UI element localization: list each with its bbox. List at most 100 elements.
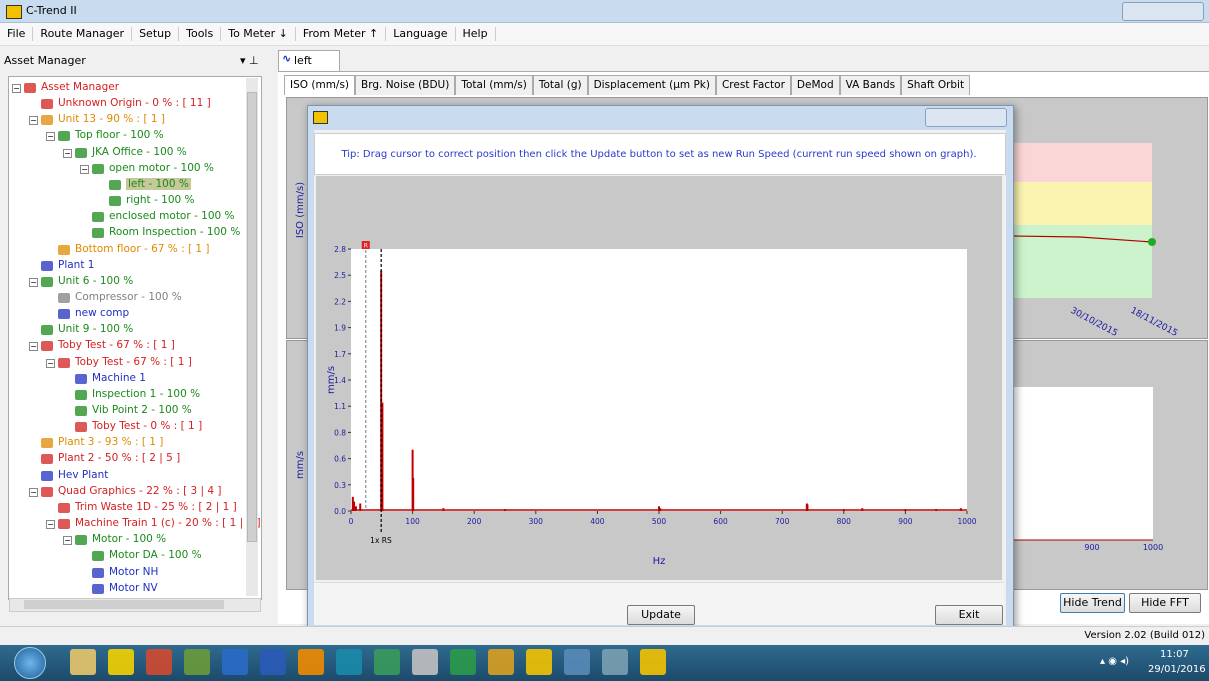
expander[interactable]: −: [46, 520, 55, 530]
menu-item[interactable]: Help: [456, 27, 496, 41]
taskbar-app[interactable]: [260, 649, 286, 675]
tree-node[interactable]: Quad Graphics - 22 % : [ 3 | 4 ]: [58, 484, 222, 497]
taskbar-app[interactable]: [222, 649, 248, 675]
taskbar-app[interactable]: [298, 649, 324, 675]
taskbar-app[interactable]: [70, 649, 96, 675]
menu-item[interactable]: Route Manager: [33, 27, 133, 41]
dialog-tip-box: [314, 133, 1006, 175]
taskbar-app[interactable]: [108, 649, 134, 675]
expander[interactable]: −: [63, 536, 72, 546]
hide-fft-button[interactable]: Hide FFT: [1129, 593, 1201, 613]
tree-node[interactable]: Bottom floor - 67 % : [ 1 ]: [75, 242, 210, 255]
menu-item[interactable]: File: [0, 27, 34, 41]
menu-item[interactable]: Setup: [132, 27, 180, 41]
tree-node[interactable]: Plant 2 - 50 % : [ 2 | 5 ]: [58, 452, 181, 465]
start-button[interactable]: [14, 647, 46, 679]
taskbar-app[interactable]: [412, 649, 438, 675]
tree-node[interactable]: Unit 13 - 90 % : [ 1 ]: [58, 113, 165, 126]
tree-node[interactable]: Compressor - 100 %: [75, 290, 182, 303]
measurement-tab[interactable]: VA Bands: [839, 75, 902, 95]
tree-node[interactable]: Machine 1: [92, 371, 146, 384]
tree-node[interactable]: Toby Test - 0 % : [ 1 ]: [92, 420, 203, 433]
document-tab[interactable]: [278, 50, 340, 71]
tree-node[interactable]: Motor DA - 100 %: [109, 549, 202, 562]
tree-node[interactable]: right - 100 %: [126, 194, 195, 207]
expander[interactable]: −: [46, 132, 55, 142]
expander[interactable]: −: [29, 116, 38, 126]
tree-node[interactable]: Hev Plant: [58, 468, 109, 481]
expander[interactable]: −: [63, 148, 72, 158]
measurement-tab[interactable]: DeMod: [790, 75, 840, 95]
expander[interactable]: −: [46, 358, 55, 368]
spectrum-chart: 0.0 0.3 0.6 0.8 1.1 1.4 1.7 1.9 2.2 2.5 2.8 0 100 200…: [316, 176, 1002, 580]
tree-node[interactable]: Inspection 1 - 100 %: [92, 387, 201, 400]
measurement-tab[interactable]: Total (mm/s): [455, 75, 533, 95]
menu-item[interactable]: Tools: [179, 27, 222, 41]
taskbar-app[interactable]: [336, 649, 362, 675]
taskbar-app[interactable]: [374, 649, 400, 675]
tree-node[interactable]: new comp: [75, 307, 130, 320]
node-icon: [58, 244, 70, 255]
tree-node[interactable]: Top floor - 100 %: [75, 129, 164, 142]
tree-node[interactable]: Toby Test - 67 % : [ 1 ]: [58, 339, 175, 352]
dialog-controls[interactable]: [925, 108, 1007, 127]
window-controls[interactable]: [1122, 2, 1204, 21]
tree-node[interactable]: Room Inspection - 100 %: [109, 226, 241, 239]
tree-node[interactable]: JKA Office - 100 %: [92, 145, 187, 158]
tree-scrollbar[interactable]: [246, 78, 258, 596]
x-tick-label: 400: [590, 517, 605, 526]
status-bar: [0, 626, 1209, 646]
measurement-tab[interactable]: Brg. Noise (BDU): [355, 75, 456, 95]
tree-node[interactable]: Unknown Origin - 0 % : [ 11 ]: [58, 97, 211, 110]
expander[interactable]: −: [80, 164, 89, 174]
node-icon: [41, 486, 53, 497]
tree-node[interactable]: Motor NH: [109, 565, 159, 578]
expander[interactable]: −: [29, 342, 38, 352]
tree-node[interactable]: left - 100 %: [126, 177, 191, 190]
node-icon: [109, 196, 121, 207]
taskbar-time: 11:07: [1160, 649, 1189, 660]
taskbar-app[interactable]: [146, 649, 172, 675]
taskbar-app[interactable]: [450, 649, 476, 675]
y-tick-label: 0.3: [334, 481, 346, 490]
tree-node[interactable]: Trim Waste 1D - 25 % : [ 2 | 1 ]: [75, 500, 237, 513]
tree-node[interactable]: Motor NV: [109, 581, 158, 594]
menu-item[interactable]: Language: [386, 27, 456, 41]
measurement-tab[interactable]: Displacement (µm Pk): [587, 75, 716, 95]
tree-hscroll[interactable]: [9, 598, 261, 612]
taskbar-app[interactable]: [488, 649, 514, 675]
tree-node[interactable]: Machine Train 1 (c) - 20 % : [ 1 | 3 ]: [75, 517, 261, 530]
tree-node[interactable]: Vib Point 2 - 100 %: [92, 404, 192, 416]
measurement-tab[interactable]: Shaft Orbit: [901, 75, 971, 95]
tree-node[interactable]: Motor - 100 %: [92, 533, 167, 546]
tree-node[interactable]: Unit 6 - 100 %: [58, 274, 134, 287]
tree-node[interactable]: enclosed motor - 100 %: [109, 210, 235, 223]
y-tick-label: 0.0: [334, 507, 346, 516]
tree-node[interactable]: Toby Test - 67 % : [ 1 ]: [75, 355, 192, 368]
taskbar-app[interactable]: [564, 649, 590, 675]
measurement-tab[interactable]: Total (g): [532, 75, 588, 95]
hide-trend-button[interactable]: Hide Trend: [1060, 593, 1125, 613]
expander[interactable]: −: [29, 487, 38, 497]
panel-pin[interactable]: ▾ ⊥: [240, 54, 259, 67]
tree-node[interactable]: Plant 1: [58, 258, 95, 271]
expander[interactable]: −: [29, 277, 38, 287]
y-tick-label: 1.9: [334, 324, 346, 333]
tree-node[interactable]: open motor - 100 %: [109, 161, 214, 174]
taskbar-app[interactable]: [184, 649, 210, 675]
tree-node[interactable]: Plant 3 - 93 % : [ 1 ]: [58, 436, 164, 449]
y-tick-label: 2.2: [334, 297, 346, 306]
update-button[interactable]: Update: [627, 605, 695, 625]
expander[interactable]: −: [12, 84, 21, 93]
tree-node[interactable]: Unit 9 - 100 %: [58, 323, 134, 336]
measurement-tab[interactable]: Crest Factor: [715, 75, 791, 95]
taskbar-app[interactable]: [640, 649, 666, 675]
taskbar-app[interactable]: [526, 649, 552, 675]
taskbar-app[interactable]: [602, 649, 628, 675]
measurement-tab[interactable]: ISO (mm/s): [284, 75, 356, 95]
node-icon: [58, 357, 70, 368]
tree-node[interactable]: Asset Manager: [41, 81, 120, 93]
menu-item[interactable]: From Meter ↑: [296, 27, 387, 41]
exit-button[interactable]: Exit: [935, 605, 1003, 625]
menu-item[interactable]: To Meter ↓: [221, 27, 296, 41]
